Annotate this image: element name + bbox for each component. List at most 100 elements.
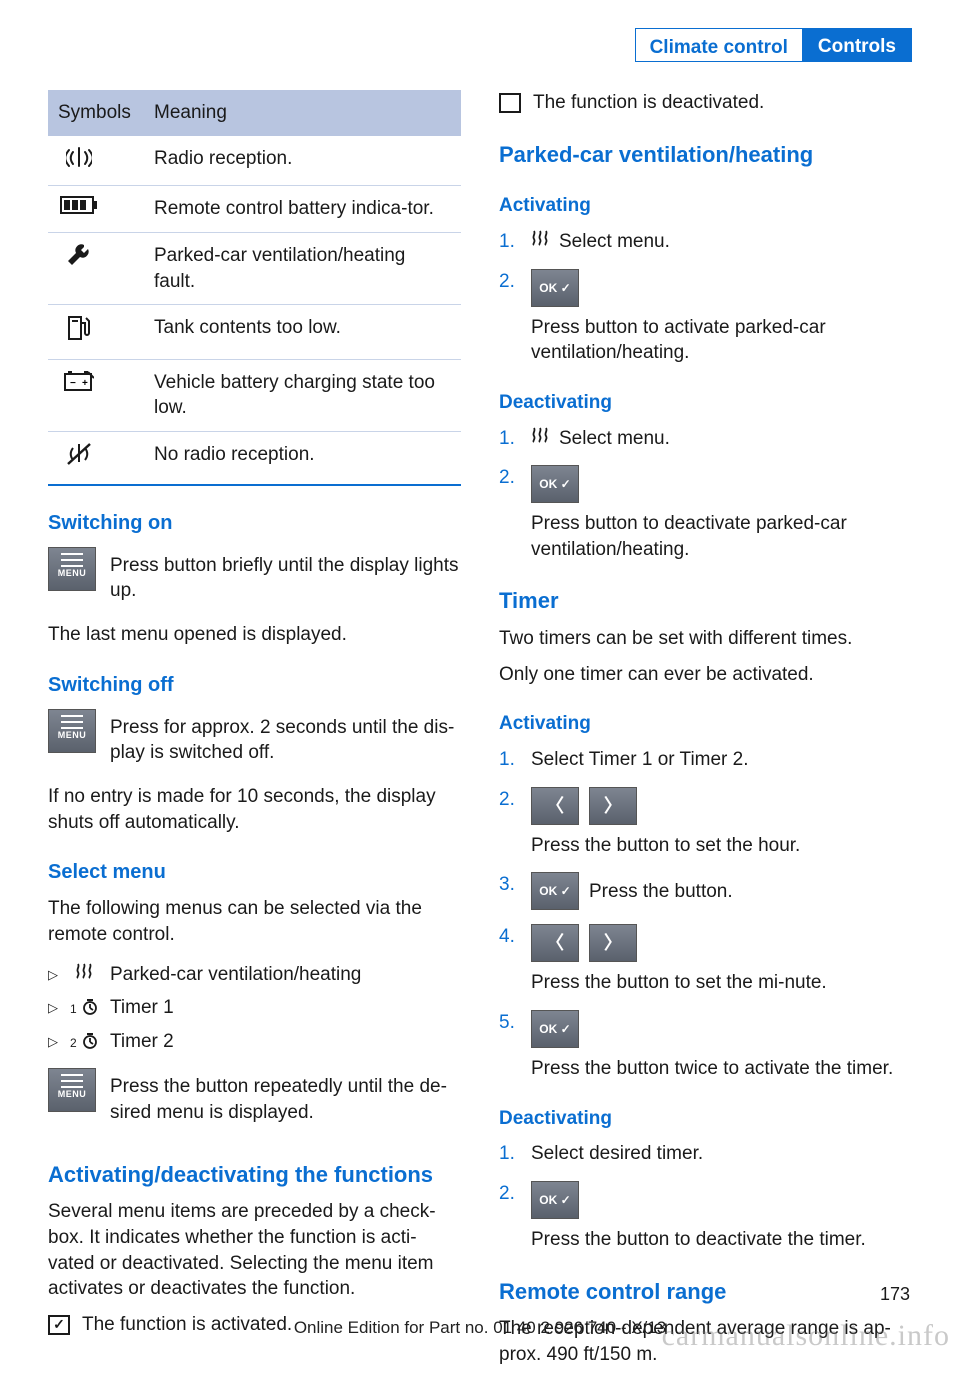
heat-waves-icon xyxy=(531,426,549,452)
meaning-text: Radio reception. xyxy=(144,136,461,186)
heading-select-menu: Select menu xyxy=(48,859,461,886)
battery-indicator-icon xyxy=(58,196,100,222)
list-item: ▷ 2 Timer 2 xyxy=(48,1025,461,1059)
ok-button-icon: OK ✓ xyxy=(531,1181,579,1219)
meaning-text: Remote control battery indica‐tor. xyxy=(144,186,461,233)
list-label: Timer 1 xyxy=(110,995,174,1021)
ok-button-icon: OK ✓ xyxy=(531,872,579,910)
heat-waves-icon xyxy=(70,962,98,988)
heading-timer-deact: Deactivating xyxy=(499,1106,912,1132)
list-label: Parked-car ventilation/heating xyxy=(110,962,361,988)
col-symbols: Symbols xyxy=(48,90,144,136)
step-text: Press button to activate parked-car vent… xyxy=(531,315,912,366)
step-number: 3. xyxy=(499,872,521,898)
timer-intro1: Two timers can be set with different tim… xyxy=(499,626,912,652)
ok-button-icon: OK ✓ xyxy=(531,269,579,307)
step-text: Select desired timer. xyxy=(531,1141,703,1167)
table-row: Remote control battery indica‐tor. xyxy=(48,186,461,233)
no-radio-icon xyxy=(58,442,100,474)
left-arrow-button-icon: 〈 xyxy=(531,924,579,962)
left-column: Symbols Meaning Radio reception. Remote … xyxy=(48,90,461,1378)
list-item: ▷ 1 Timer 1 xyxy=(48,991,461,1025)
right-column: The function is deactivated. Parked-car … xyxy=(499,90,912,1378)
step-text: Press the button twice to activate the t… xyxy=(531,1056,893,1082)
timer-intro2: Only one timer can ever be activated. xyxy=(499,662,912,688)
col-meaning: Meaning xyxy=(144,90,461,136)
page-number: 173 xyxy=(880,1282,910,1306)
deactivated-text: The function is deactivated. xyxy=(533,90,764,116)
step-text: Press the button to set the mi‐nute. xyxy=(531,970,827,996)
section-label: Climate control xyxy=(635,28,802,62)
timer1-icon: 1 xyxy=(70,995,98,1021)
wrench-icon xyxy=(58,243,100,277)
menu-button-icon: MENU xyxy=(48,709,96,753)
meaning-text: Parked-car ventilation/heating fault. xyxy=(144,232,461,304)
battery-charging-icon: −+ xyxy=(58,370,100,400)
step-number: 5. xyxy=(499,1010,521,1036)
meaning-text: No radio reception. xyxy=(144,432,461,485)
switching-on-after: The last menu opened is displayed. xyxy=(48,622,461,648)
step-text: Select menu. xyxy=(559,229,670,255)
menu-list: ▷ Parked-car ventilation/heating ▷ 1 Tim… xyxy=(48,958,461,1059)
table-row: Tank contents too low. xyxy=(48,305,461,360)
heading-switching-on: Switching on xyxy=(48,510,461,537)
triangle-icon: ▷ xyxy=(48,966,58,984)
step-number: 2. xyxy=(499,465,521,491)
table-row: Radio reception. xyxy=(48,136,461,186)
chapter-label: Controls xyxy=(802,28,912,62)
step-number: 2. xyxy=(499,269,521,295)
step-number: 2. xyxy=(499,787,521,813)
heading-parked-deact: Deactivating xyxy=(499,390,912,416)
step-text: Press the button to deactivate the timer… xyxy=(531,1227,866,1253)
heading-range: Remote control range xyxy=(499,1277,912,1307)
radio-reception-icon xyxy=(58,146,100,176)
switching-off-after: If no entry is made for 10 seconds, the … xyxy=(48,784,461,835)
step-text: Press button to deactivate parked-car ve… xyxy=(531,511,912,562)
list-item: ▷ Parked-car ventilation/heating xyxy=(48,958,461,992)
step-text: Select Timer 1 or Timer 2. xyxy=(531,747,749,773)
timer2-icon: 2 xyxy=(70,1029,98,1055)
heading-switching-off: Switching off xyxy=(48,672,461,699)
heading-parked-act: Activating xyxy=(499,193,912,219)
step-number: 1. xyxy=(499,229,521,255)
page-header: Climate control Controls xyxy=(635,28,912,62)
menu-button-icon: MENU xyxy=(48,547,96,591)
table-row: Parked-car ventilation/heating fault. xyxy=(48,232,461,304)
heading-timer: Timer xyxy=(499,586,912,616)
list-label: Timer 2 xyxy=(110,1029,174,1055)
ok-button-icon: OK ✓ xyxy=(531,465,579,503)
step-text: Press the button. xyxy=(589,879,733,905)
triangle-icon: ▷ xyxy=(48,999,58,1017)
heat-waves-icon xyxy=(531,229,549,255)
step-text: Press the button to set the hour. xyxy=(531,833,800,859)
triangle-icon: ▷ xyxy=(48,1033,58,1051)
activating-intro: Several menu items are preceded by a che… xyxy=(48,1199,461,1302)
meaning-text: Vehicle battery charging state too low. xyxy=(144,359,461,431)
right-arrow-button-icon: 〉 xyxy=(589,924,637,962)
footer-text: Online Edition for Part no. 01 40 2 926 … xyxy=(0,1317,960,1340)
table-row: −+ Vehicle battery charging state too lo… xyxy=(48,359,461,431)
step-text: Select menu. xyxy=(559,426,670,452)
meaning-text: Tank contents too low. xyxy=(144,305,461,360)
step-number: 1. xyxy=(499,747,521,773)
svg-text:+: + xyxy=(82,378,88,389)
fuel-pump-icon xyxy=(58,315,100,349)
select-menu-intro: The following menus can be selected via … xyxy=(48,896,461,947)
switching-off-text: Press for approx. 2 seconds until the di… xyxy=(110,715,461,766)
step-number: 1. xyxy=(499,1141,521,1167)
heading-parked: Parked-car ventilation/heating xyxy=(499,140,912,170)
menu-button-icon: MENU xyxy=(48,1068,96,1112)
left-arrow-button-icon: 〈 xyxy=(531,787,579,825)
step-number: 2. xyxy=(499,1181,521,1207)
checkbox-empty-icon xyxy=(499,93,521,113)
step-number: 1. xyxy=(499,426,521,452)
right-arrow-button-icon: 〉 xyxy=(589,787,637,825)
ok-button-icon: OK ✓ xyxy=(531,1010,579,1048)
table-row: No radio reception. xyxy=(48,432,461,485)
step-number: 4. xyxy=(499,924,521,950)
heading-timer-act: Activating xyxy=(499,711,912,737)
svg-text:−: − xyxy=(70,378,76,389)
symbols-table: Symbols Meaning Radio reception. Remote … xyxy=(48,90,461,486)
heading-activating-functions: Activating/deactivating the functions xyxy=(48,1160,461,1190)
switching-on-text: Press button briefly until the display l… xyxy=(110,553,461,604)
